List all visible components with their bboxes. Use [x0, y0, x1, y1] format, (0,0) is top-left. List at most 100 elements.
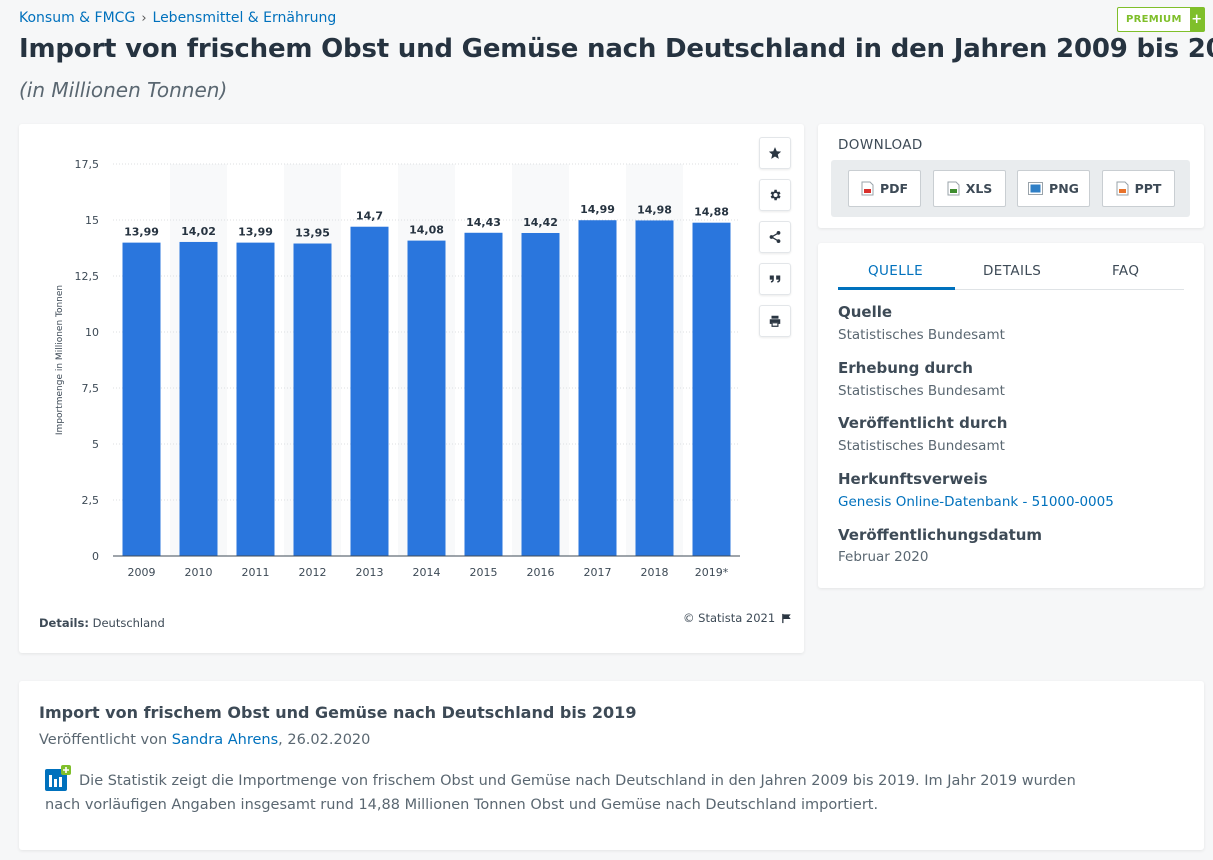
y-tick-label: 12,5: [75, 270, 100, 283]
bar-value-label: 14,42: [523, 216, 558, 229]
statistic-icon: [45, 765, 71, 791]
description-text: Die Statistik zeigt die Importmenge von …: [45, 773, 1076, 813]
bar-value-label: 14,99: [580, 203, 615, 216]
download-xls-button[interactable]: XLS: [933, 170, 1006, 207]
herkunft-link[interactable]: Genesis Online-Datenbank - 51000-0005: [838, 494, 1114, 510]
y-tick-label: 15: [85, 214, 99, 227]
download-ppt-button[interactable]: PPT: [1102, 170, 1175, 207]
breadcrumb-item-lebensmittel[interactable]: Lebensmittel & Ernährung: [152, 10, 337, 26]
bar-value-label: 13,99: [238, 226, 273, 239]
x-tick-label: 2019*: [695, 566, 729, 579]
details-label: Details:: [39, 616, 89, 630]
flag-icon: [782, 613, 791, 623]
star-icon: [768, 147, 782, 159]
description-body: Die Statistik zeigt die Importmenge von …: [45, 765, 1105, 817]
bar-value-label: 14,08: [409, 224, 444, 237]
bar-value-label: 14,43: [466, 216, 501, 229]
settings-button[interactable]: [759, 179, 791, 211]
y-tick-label: 10: [85, 326, 99, 339]
active-tab-indicator: [838, 287, 955, 290]
x-tick-label: 2009: [128, 566, 156, 579]
erhebung-label: Erhebung durch: [838, 359, 973, 377]
veroeffentlicht-value: Statistisches Bundesamt: [838, 438, 1005, 454]
veroeffentlicht-label: Veröffentlicht durch: [838, 414, 1008, 432]
details-value: Deutschland: [92, 616, 165, 630]
x-tick-label: 2010: [185, 566, 213, 579]
chart-details: Details: Deutschland: [39, 616, 165, 630]
x-tick-label: 2011: [242, 566, 270, 579]
bar: [464, 232, 503, 556]
bar: [635, 220, 674, 556]
pdf-file-icon: [861, 181, 874, 196]
download-card: DOWNLOAD PDF XLS PNG PPT: [818, 124, 1204, 228]
x-tick-label: 2018: [641, 566, 669, 579]
tab-faq[interactable]: FAQ: [1112, 263, 1140, 279]
cite-button[interactable]: [759, 263, 791, 295]
copyright-text: © Statista 2021: [683, 611, 776, 625]
pdf-label: PDF: [879, 181, 909, 196]
breadcrumb-separator: ›: [141, 10, 147, 26]
xls-label: XLS: [965, 181, 993, 196]
published-date: , 26.02.2020: [278, 732, 371, 748]
share-icon: [769, 231, 781, 243]
download-pdf-button[interactable]: PDF: [848, 170, 921, 207]
published-line: Veröffentlicht von Sandra Ahrens, 26.02.…: [39, 732, 370, 748]
herkunft-label: Herkunftsverweis: [838, 470, 988, 488]
ppt-file-icon: [1116, 181, 1129, 196]
download-title: DOWNLOAD: [838, 137, 923, 153]
datum-label: Veröffentlichungsdatum: [838, 526, 1043, 544]
print-button[interactable]: [759, 305, 791, 337]
quelle-value: Statistisches Bundesamt: [838, 327, 1005, 343]
chart-card: 0 2,5 5 7,5 10 12,5 15 17,5 13,99 2009 14,02 2010 13…: [19, 124, 804, 653]
page-title: Import von frischem Obst und Gemüse nach…: [19, 34, 1213, 64]
bar-value-label: 14,7: [356, 210, 383, 223]
bar: [578, 220, 617, 556]
description-card: Import von frischem Obst und Gemüse nach…: [19, 681, 1204, 850]
tab-quelle[interactable]: QUELLE: [868, 263, 924, 279]
gear-icon: [770, 189, 781, 201]
x-tick-label: 2016: [527, 566, 555, 579]
bar: [179, 241, 218, 556]
premium-button[interactable]: PREMIUM +: [1117, 7, 1205, 32]
premium-label: PREMIUM: [1126, 14, 1182, 25]
source-card: QUELLE DETAILS FAQ Quelle Statistisches …: [818, 243, 1204, 588]
png-label: PNG: [1049, 181, 1079, 196]
page-subtitle: (in Millionen Tonnen): [19, 78, 228, 102]
published-prefix: Veröffentlicht von: [39, 732, 168, 748]
quelle-label: Quelle: [838, 303, 893, 321]
png-image-icon: [1028, 182, 1044, 195]
bar: [692, 222, 731, 557]
author-link[interactable]: Sandra Ahrens: [171, 732, 279, 748]
bar: [521, 232, 560, 556]
bar: [236, 242, 275, 556]
chart-copyright[interactable]: © Statista 2021: [683, 611, 792, 625]
favorite-button[interactable]: [759, 137, 791, 169]
description-title: Import von frischem Obst und Gemüse nach…: [39, 703, 637, 722]
share-button[interactable]: [759, 221, 791, 253]
y-axis-label: Importmenge in Millionen Tonnen: [55, 285, 65, 435]
y-tick-label: 5: [92, 438, 99, 451]
breadcrumb-item-konsum[interactable]: Konsum & FMCG: [19, 10, 136, 26]
erhebung-value: Statistisches Bundesamt: [838, 383, 1005, 399]
bar: [407, 240, 446, 556]
ppt-label: PPT: [1134, 181, 1162, 196]
tab-details[interactable]: DETAILS: [983, 263, 1042, 279]
bar-value-label: 13,95: [295, 227, 330, 240]
bar: [293, 243, 332, 556]
bar: [350, 226, 389, 556]
bar: [122, 242, 161, 556]
bar-chart: 0 2,5 5 7,5 10 12,5 15 17,5 13,99 2009 14,02 2010 13…: [55, 158, 740, 579]
quote-icon: [769, 275, 781, 283]
bar-value-label: 14,02: [181, 225, 216, 238]
download-buttons: PDF XLS PNG PPT: [831, 160, 1190, 217]
x-tick-label: 2014: [413, 566, 441, 579]
source-tabs: QUELLE DETAILS FAQ: [838, 263, 1184, 290]
y-tick-label: 0: [92, 550, 99, 563]
download-png-button[interactable]: PNG: [1017, 170, 1090, 207]
breadcrumb: Konsum & FMCG › Lebensmittel & Ernährung: [19, 10, 336, 26]
bar-value-label: 14,98: [637, 203, 672, 216]
y-tick-label: 17,5: [75, 158, 100, 171]
datum-value: Februar 2020: [838, 549, 929, 565]
print-icon: [769, 315, 781, 327]
bar-value-label: 13,99: [124, 226, 159, 239]
